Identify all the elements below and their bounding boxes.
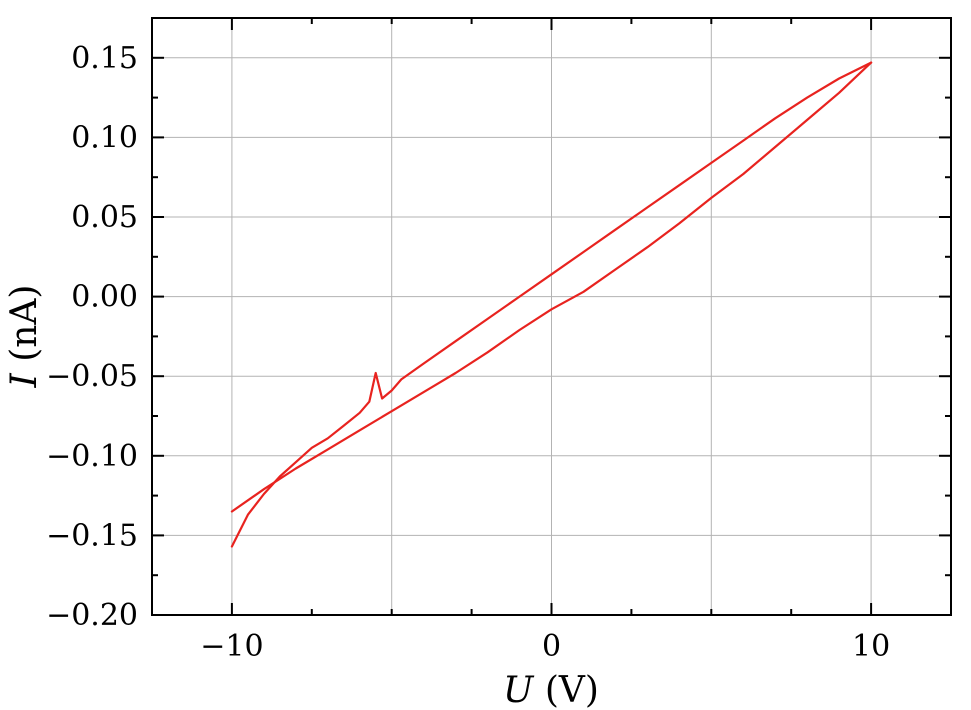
x-tick-label: 0 <box>542 629 561 664</box>
y-tick-label: −0.10 <box>46 439 138 474</box>
y-axis-symbol: I <box>4 372 45 388</box>
y-tick-label: 0.00 <box>71 280 138 315</box>
x-axis-symbol: U <box>503 670 535 710</box>
x-axis-unit: (V) <box>545 670 599 710</box>
grid <box>152 18 951 616</box>
y-tick-label: 0.15 <box>71 41 138 76</box>
x-tick-label: 10 <box>852 629 890 664</box>
y-tick-label: 0.10 <box>71 120 138 155</box>
x-axis-label: U (V) <box>503 670 599 710</box>
series-line-2 <box>230 61 873 513</box>
y-axis-unit: (nA) <box>4 285 45 362</box>
y-tick-label: −0.15 <box>46 518 138 553</box>
x-tick-label: −10 <box>200 629 263 664</box>
series-line-1 <box>230 61 873 548</box>
y-tick-label: 0.05 <box>71 200 138 235</box>
data-series <box>230 61 873 548</box>
y-axis-label: I (nA) <box>4 285 45 389</box>
x-tick-labels: −10 0 10 <box>200 629 890 664</box>
y-tick-label: −0.20 <box>46 598 138 633</box>
y-tick-label: −0.05 <box>46 359 138 394</box>
y-tick-labels: −0.20 −0.15 −0.10 −0.05 0.00 0.05 0.10 0.15 <box>46 41 138 633</box>
axis-ticks <box>151 18 952 616</box>
